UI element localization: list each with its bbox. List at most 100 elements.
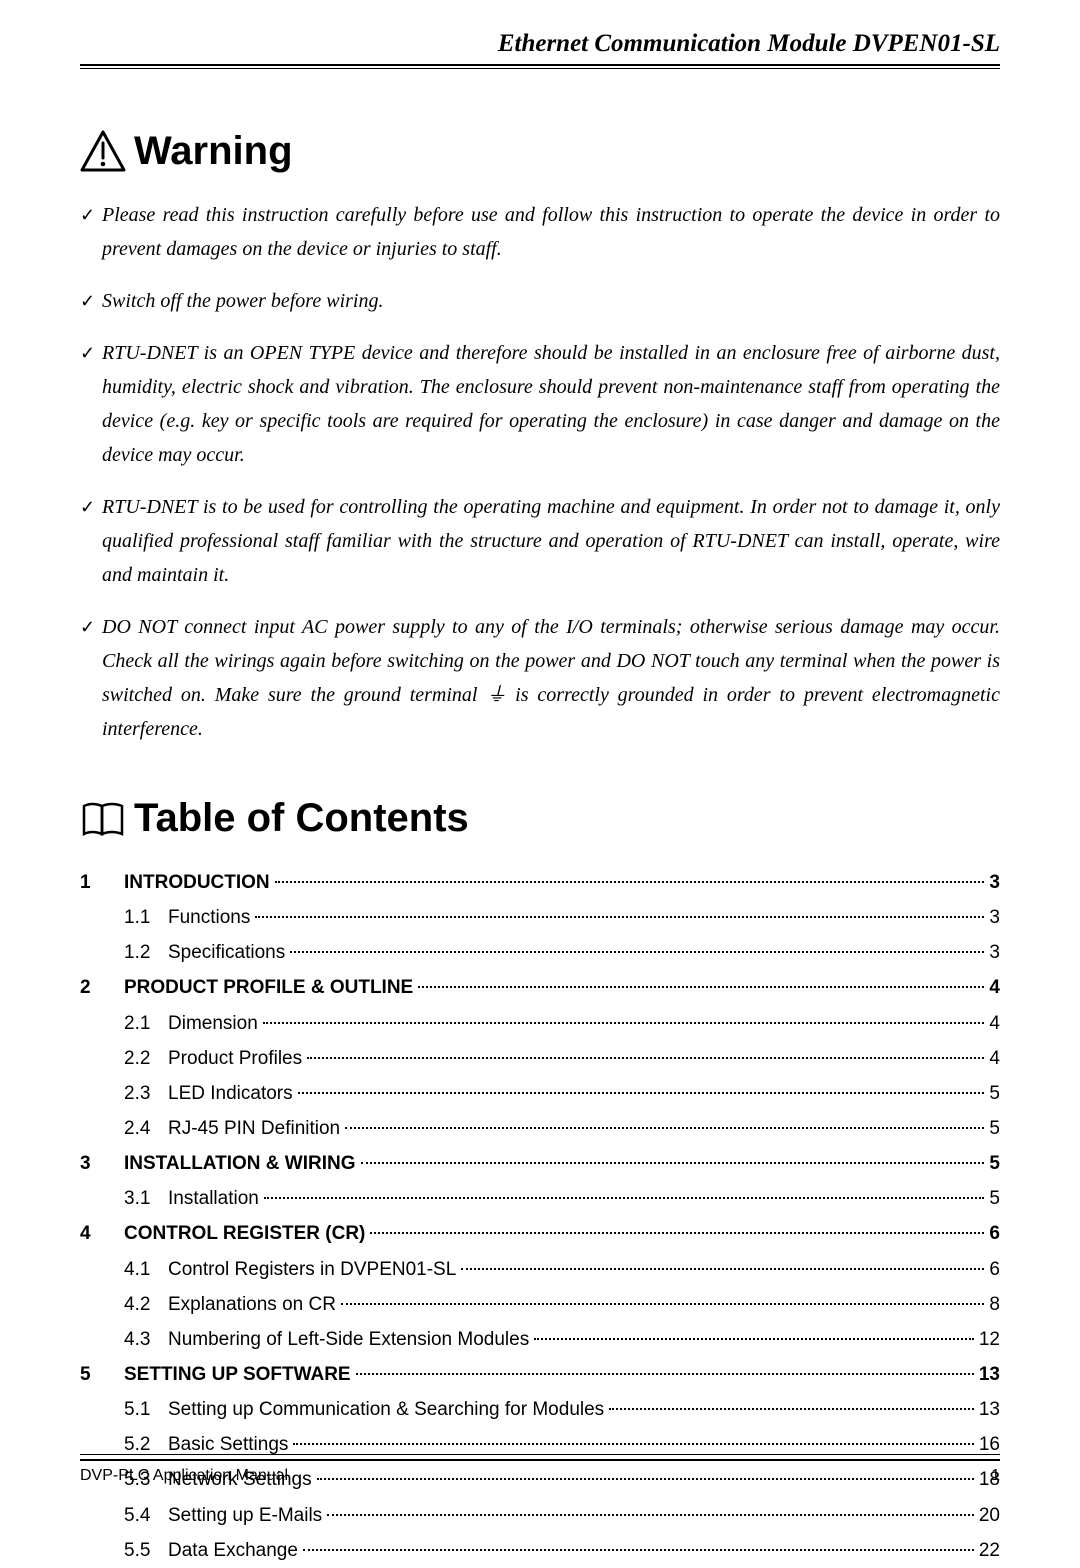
toc-entry-number: 4.2 <box>124 1287 168 1322</box>
toc-leader <box>298 1092 985 1094</box>
toc-entry: 2.4RJ-45 PIN Definition5 <box>80 1111 1000 1146</box>
toc-entry-page: 5 <box>986 1181 1000 1216</box>
check-icon: ✓ <box>80 490 102 592</box>
warning-item-text: RTU-DNET is an OPEN TYPE device and ther… <box>102 336 1000 472</box>
toc-leader <box>461 1268 984 1270</box>
toc-entry: 1INTRODUCTION 3 <box>80 865 1000 900</box>
warning-item: ✓ Please read this instruction carefully… <box>80 198 1000 266</box>
toc-leader <box>418 986 984 988</box>
toc-leader <box>370 1232 984 1234</box>
toc-entry-title: LED Indicators <box>168 1076 296 1111</box>
toc-entry-number: 5.5 <box>124 1533 168 1568</box>
toc-leader <box>293 1443 973 1445</box>
toc-leader <box>264 1197 985 1199</box>
toc-entry: 5SETTING UP SOFTWARE 13 <box>80 1357 1000 1392</box>
toc-entry-page: 20 <box>976 1498 1000 1533</box>
toc-entry-number: 3 <box>80 1146 124 1181</box>
warning-item: ✓ DO NOT connect input AC power supply t… <box>80 610 1000 746</box>
toc-entry-page: 4 <box>986 1041 1000 1076</box>
warning-item-text: Please read this instruction carefully b… <box>102 198 1000 266</box>
toc-entry-title: Product Profiles <box>168 1041 305 1076</box>
footer-page-number: 1 <box>991 1467 1000 1485</box>
toc-entry-title: Functions <box>168 900 253 935</box>
toc-entry-title: CONTROL REGISTER (CR) <box>124 1216 368 1251</box>
toc-entry-page: 8 <box>986 1287 1000 1322</box>
toc-entry: 2.1Dimension4 <box>80 1006 1000 1041</box>
header-rule <box>80 68 1000 69</box>
toc-entry-page: 6 <box>986 1216 1000 1251</box>
toc-leader <box>275 881 985 883</box>
warning-item-text: RTU-DNET is to be used for controlling t… <box>102 490 1000 592</box>
toc-leader <box>307 1057 984 1059</box>
toc-entry-title: SETTING UP SOFTWARE <box>124 1357 354 1392</box>
check-icon: ✓ <box>80 336 102 472</box>
toc-entry-title: Data Exchange <box>168 1533 301 1568</box>
toc-entry-number: 4.1 <box>124 1252 168 1287</box>
toc-entry-number: 3.1 <box>124 1181 168 1216</box>
toc-entry-title: Dimension <box>168 1006 261 1041</box>
toc-entry-title: Control Registers in DVPEN01-SL <box>168 1252 459 1287</box>
warning-list: ✓ Please read this instruction carefully… <box>80 198 1000 746</box>
toc-entry-title: Installation <box>168 1181 262 1216</box>
toc-entry: 4.1Control Registers in DVPEN01-SL 6 <box>80 1252 1000 1287</box>
toc-entry: 2.2Product Profiles 4 <box>80 1041 1000 1076</box>
toc-entry-page: 4 <box>986 970 1000 1005</box>
toc-leader <box>361 1162 985 1164</box>
toc-leader <box>255 916 984 918</box>
toc-leader <box>263 1022 985 1024</box>
check-icon: ✓ <box>80 284 102 318</box>
toc-entry-page: 4 <box>986 1006 1000 1041</box>
toc-entry: 4CONTROL REGISTER (CR)6 <box>80 1216 1000 1251</box>
toc-entry-title: Setting up E-Mails <box>168 1498 325 1533</box>
toc-entry-page: 5 <box>986 1146 1000 1181</box>
toc-entry-number: 1 <box>80 865 124 900</box>
footer-left: DVP-PLC Application Manual <box>80 1467 288 1485</box>
warning-icon <box>80 130 134 174</box>
toc-leader <box>534 1338 974 1340</box>
toc-leader <box>327 1514 974 1516</box>
toc-leader <box>356 1373 974 1375</box>
toc-entry-page: 22 <box>976 1533 1000 1568</box>
toc-heading: Table of Contents <box>80 796 1000 841</box>
warning-item-text: DO NOT connect input AC power supply to … <box>102 610 1000 746</box>
toc-entry-title: Specifications <box>168 935 288 970</box>
toc-entry-page: 5 <box>986 1076 1000 1111</box>
toc-entry-title: RJ-45 PIN Definition <box>168 1111 343 1146</box>
toc-entry-page: 3 <box>986 900 1000 935</box>
toc-entry-number: 1.2 <box>124 935 168 970</box>
check-icon: ✓ <box>80 198 102 266</box>
toc-entry-number: 2.2 <box>124 1041 168 1076</box>
warning-heading-text: Warning <box>134 129 293 174</box>
toc-entry-page: 6 <box>986 1252 1000 1287</box>
toc-leader <box>303 1549 974 1551</box>
toc-entry: 2PRODUCT PROFILE & OUTLINE 4 <box>80 970 1000 1005</box>
toc-entry: 5.5Data Exchange 22 <box>80 1533 1000 1568</box>
book-icon <box>80 800 134 838</box>
toc-entry-title: Explanations on CR <box>168 1287 339 1322</box>
toc-entry-number: 5 <box>80 1357 124 1392</box>
toc-entry-page: 13 <box>976 1357 1000 1392</box>
toc-leader <box>609 1408 974 1410</box>
toc-entry-title: PRODUCT PROFILE & OUTLINE <box>124 970 416 1005</box>
toc-entry: 2.3LED Indicators 5 <box>80 1076 1000 1111</box>
toc-entry-number: 5.1 <box>124 1392 168 1427</box>
toc-entry: 3INSTALLATION & WIRING5 <box>80 1146 1000 1181</box>
toc-entry-number: 1.1 <box>124 900 168 935</box>
toc-entry-page: 13 <box>976 1392 1000 1427</box>
warning-item: ✓ Switch off the power before wiring. <box>80 284 1000 318</box>
toc-leader <box>290 951 984 953</box>
toc-entry: 5.4Setting up E-Mails20 <box>80 1498 1000 1533</box>
toc-entry-page: 3 <box>986 935 1000 970</box>
toc-entry-title: Setting up Communication & Searching for… <box>168 1392 607 1427</box>
toc-entry-page: 5 <box>986 1111 1000 1146</box>
toc-heading-text: Table of Contents <box>134 796 469 841</box>
toc-entry-number: 2.3 <box>124 1076 168 1111</box>
warning-heading: Warning <box>80 129 1000 174</box>
warning-item: ✓ RTU-DNET is to be used for controlling… <box>80 490 1000 592</box>
page-footer: DVP-PLC Application Manual 1 <box>80 1454 1000 1485</box>
toc-entry-title: INTRODUCTION <box>124 865 273 900</box>
toc-entry-number: 2 <box>80 970 124 1005</box>
toc-entry: 4.3Numbering of Left-Side Extension Modu… <box>80 1322 1000 1357</box>
toc-entry-page: 3 <box>986 865 1000 900</box>
toc-entry: 1.2Specifications 3 <box>80 935 1000 970</box>
